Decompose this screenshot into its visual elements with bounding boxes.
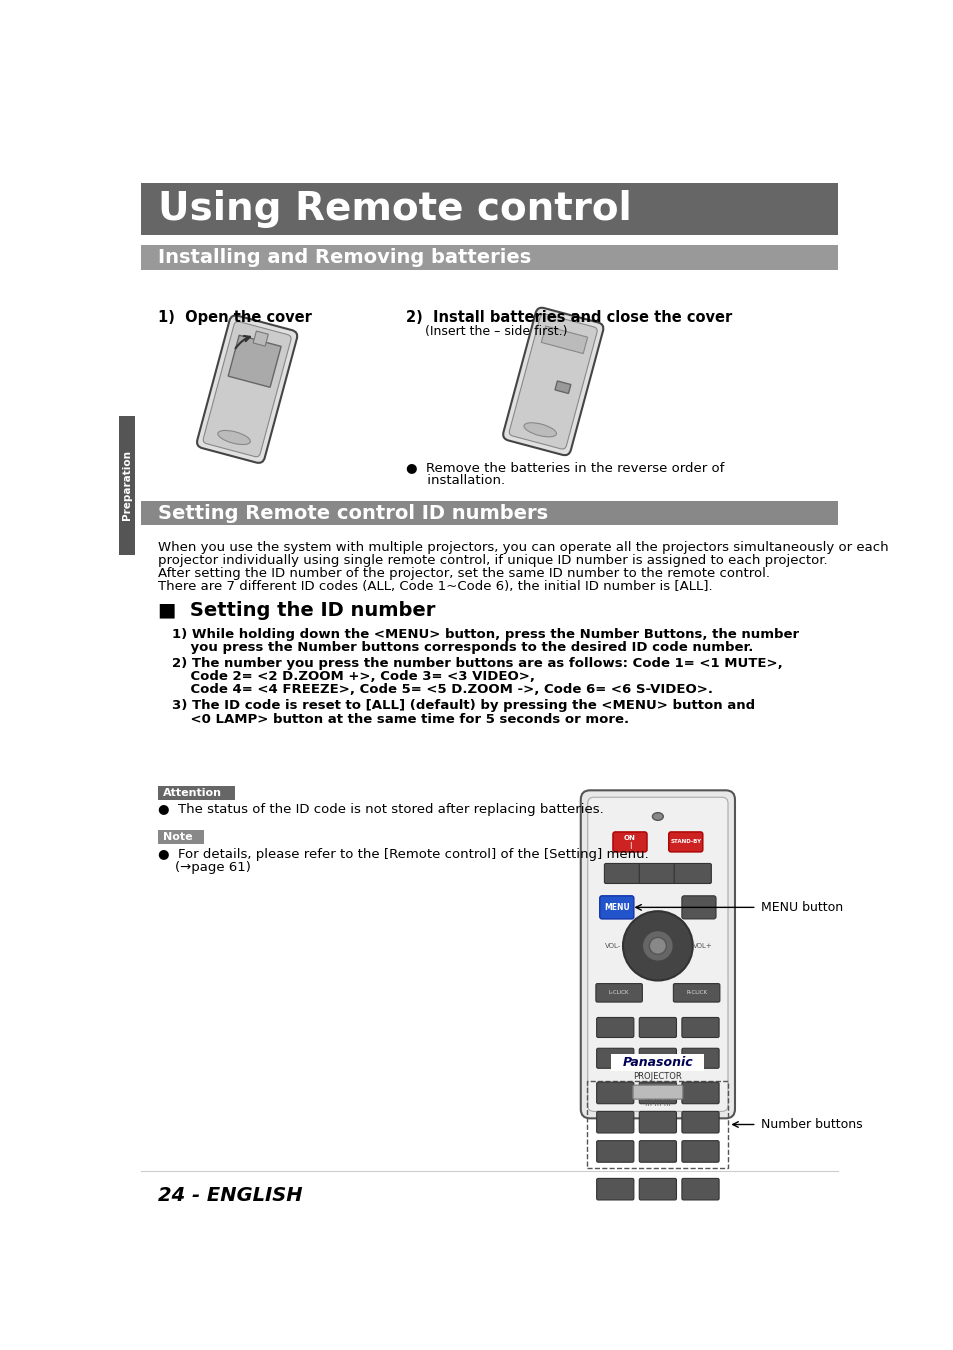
FancyBboxPatch shape	[596, 1018, 633, 1038]
Text: projector individually using single remote control, if unique ID number is assig: projector individually using single remo…	[158, 554, 827, 567]
Bar	[253, 331, 268, 346]
Text: ●  For details, please refer to the [Remote control] of the [Setting] menu.: ● For details, please refer to the [Remo…	[158, 848, 648, 861]
Text: <0 LAMP> button at the same time for 5 seconds or more.: <0 LAMP> button at the same time for 5 s…	[172, 713, 628, 725]
Bar	[141, 246, 838, 270]
Ellipse shape	[652, 813, 662, 821]
Text: PROJECTOR: PROJECTOR	[633, 1072, 681, 1081]
Text: When you use the system with multiple projectors, you can operate all the projec: When you use the system with multiple pr…	[158, 541, 887, 554]
FancyBboxPatch shape	[681, 1141, 719, 1162]
FancyBboxPatch shape	[639, 864, 676, 883]
Text: Setting Remote control ID numbers: Setting Remote control ID numbers	[158, 504, 548, 522]
FancyBboxPatch shape	[580, 790, 734, 1118]
FancyBboxPatch shape	[681, 1179, 719, 1200]
FancyBboxPatch shape	[639, 1048, 676, 1068]
Bar	[555, 381, 570, 393]
FancyBboxPatch shape	[509, 313, 597, 450]
Text: 24 - ENGLISH: 24 - ENGLISH	[158, 1187, 302, 1206]
FancyBboxPatch shape	[502, 308, 602, 455]
Ellipse shape	[523, 423, 556, 437]
Bar	[540, 327, 587, 354]
Text: 3) The ID code is reset to [ALL] (default) by pressing the <MENU> button and: 3) The ID code is reset to [ALL] (defaul…	[172, 699, 754, 713]
Bar	[158, 786, 235, 799]
FancyBboxPatch shape	[681, 1048, 719, 1068]
Text: ●  The status of the ID code is not stored after replacing batteries.: ● The status of the ID code is not store…	[158, 803, 603, 817]
Text: ||| ||| |||: ||| ||| |||	[644, 1099, 670, 1107]
FancyBboxPatch shape	[612, 832, 646, 852]
FancyBboxPatch shape	[639, 1141, 676, 1162]
Text: L-CLICK: L-CLICK	[608, 990, 629, 995]
FancyBboxPatch shape	[633, 1085, 682, 1099]
Text: Code 4= <4 FREEZE>, Code 5= <5 D.ZOOM ->, Code 6= <6 S-VIDEO>.: Code 4= <4 FREEZE>, Code 5= <5 D.ZOOM ->…	[172, 683, 712, 697]
FancyBboxPatch shape	[639, 1083, 676, 1104]
FancyBboxPatch shape	[639, 1018, 676, 1038]
Bar	[158, 830, 204, 844]
Text: (→page 61): (→page 61)	[158, 861, 251, 875]
FancyBboxPatch shape	[681, 1083, 719, 1104]
Text: Note: Note	[162, 833, 193, 842]
FancyBboxPatch shape	[681, 896, 716, 919]
FancyBboxPatch shape	[587, 798, 727, 1111]
Text: 2) The number you press the number buttons are as follows: Code 1= <1 MUTE>,: 2) The number you press the number butto…	[172, 657, 781, 670]
Text: Number buttons: Number buttons	[760, 1118, 862, 1131]
Text: MENU: MENU	[603, 903, 629, 911]
FancyBboxPatch shape	[197, 316, 297, 463]
FancyBboxPatch shape	[596, 1048, 633, 1068]
Text: VOL-: VOL-	[604, 942, 620, 949]
Ellipse shape	[217, 431, 250, 444]
FancyBboxPatch shape	[639, 1179, 676, 1200]
FancyBboxPatch shape	[596, 984, 641, 1002]
Bar	[141, 182, 838, 235]
Ellipse shape	[649, 937, 666, 954]
Ellipse shape	[641, 930, 673, 961]
Text: ●  Remove the batteries in the reverse order of: ● Remove the batteries in the reverse or…	[406, 460, 723, 474]
Text: Installing and Removing batteries: Installing and Removing batteries	[158, 248, 531, 267]
Text: Attention: Attention	[162, 787, 221, 798]
FancyBboxPatch shape	[596, 1141, 633, 1162]
FancyBboxPatch shape	[674, 864, 711, 883]
FancyBboxPatch shape	[596, 1111, 633, 1133]
Text: installation.: installation.	[406, 474, 504, 487]
FancyBboxPatch shape	[203, 321, 291, 456]
FancyBboxPatch shape	[604, 864, 641, 883]
FancyBboxPatch shape	[596, 1083, 633, 1104]
Bar	[587, 1080, 728, 1168]
Text: R-CLICK: R-CLICK	[685, 990, 706, 995]
Text: Panasonic: Panasonic	[622, 1057, 693, 1069]
Text: 1) While holding down the <MENU> button, press the Number Buttons, the number: 1) While holding down the <MENU> button,…	[172, 628, 799, 641]
Bar	[611, 1053, 703, 1071]
Text: MENU button: MENU button	[760, 900, 841, 914]
FancyBboxPatch shape	[639, 1111, 676, 1133]
Text: Using Remote control: Using Remote control	[158, 190, 631, 228]
FancyBboxPatch shape	[681, 1111, 719, 1133]
Bar	[119, 416, 134, 555]
FancyBboxPatch shape	[673, 984, 720, 1002]
Text: STAND-BY: STAND-BY	[670, 840, 700, 844]
Text: Preparation: Preparation	[122, 451, 132, 520]
Text: 1)  Open the cover: 1) Open the cover	[158, 310, 312, 325]
Bar	[228, 335, 281, 387]
Ellipse shape	[622, 911, 692, 980]
Text: VOL+: VOL+	[692, 942, 712, 949]
FancyBboxPatch shape	[681, 1018, 719, 1038]
Text: Code 2= <2 D.ZOOM +>, Code 3= <3 VIDEO>,: Code 2= <2 D.ZOOM +>, Code 3= <3 VIDEO>,	[172, 670, 535, 683]
Text: (Insert the – side first.): (Insert the – side first.)	[425, 325, 567, 339]
Text: you press the Number buttons corresponds to the desired ID code number.: you press the Number buttons corresponds…	[172, 641, 753, 653]
Text: 2)  Install batteries and close the cover: 2) Install batteries and close the cover	[406, 310, 732, 325]
FancyBboxPatch shape	[668, 832, 702, 852]
Text: After setting the ID number of the projector, set the same ID number to the remo: After setting the ID number of the proje…	[158, 567, 769, 580]
Text: There are 7 different ID codes (ALL, Code 1~Code 6), the initial ID number is [A: There are 7 different ID codes (ALL, Cod…	[158, 580, 712, 593]
FancyBboxPatch shape	[599, 896, 633, 919]
Text: ■  Setting the ID number: ■ Setting the ID number	[158, 601, 435, 620]
FancyBboxPatch shape	[596, 1179, 633, 1200]
Bar	[141, 501, 838, 525]
Text: ON
|: ON |	[623, 834, 636, 849]
